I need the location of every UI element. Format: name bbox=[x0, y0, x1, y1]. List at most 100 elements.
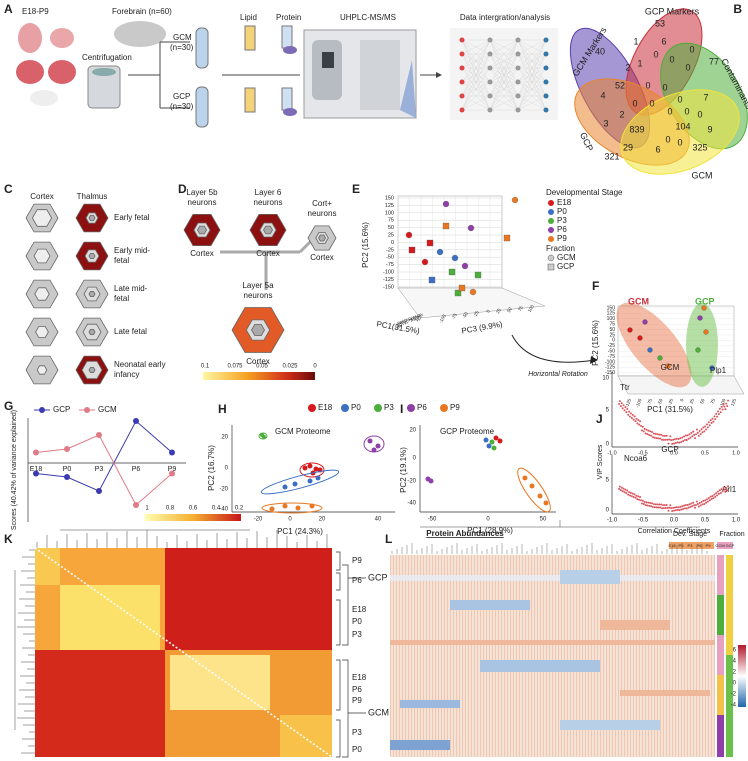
network-edge bbox=[489, 67, 519, 111]
network-node bbox=[543, 37, 549, 43]
vip-point bbox=[674, 442, 677, 445]
label: P0 bbox=[679, 543, 685, 548]
label: 0 bbox=[733, 681, 737, 687]
vip-point bbox=[689, 505, 692, 508]
label: -125 bbox=[605, 365, 615, 371]
series-point bbox=[133, 418, 139, 424]
label: -125 bbox=[393, 320, 402, 331]
scatter-point bbox=[701, 305, 707, 311]
vip-point bbox=[659, 506, 662, 509]
label: PC1 (31.5%) bbox=[647, 405, 693, 414]
vip-point bbox=[631, 492, 634, 495]
series-line bbox=[35, 420, 173, 492]
scatter-point bbox=[543, 500, 549, 506]
scatter-point bbox=[497, 438, 503, 444]
vip-point bbox=[682, 507, 685, 510]
network-node bbox=[543, 93, 549, 99]
label: Layer 5b bbox=[186, 188, 218, 197]
venn-count: 4 bbox=[600, 90, 605, 100]
cluster-ellipse bbox=[261, 502, 323, 514]
vip-point bbox=[712, 497, 715, 500]
network-edge bbox=[461, 53, 491, 111]
label: 75 bbox=[388, 218, 394, 224]
vip-point bbox=[640, 502, 643, 505]
series-point bbox=[96, 488, 102, 494]
venn-count: 321 bbox=[604, 151, 619, 161]
label: 0 bbox=[407, 316, 413, 321]
label: -25 bbox=[403, 317, 411, 326]
venn-count: 0 bbox=[669, 54, 674, 64]
label: Fraction bbox=[719, 531, 744, 538]
label: P9 bbox=[706, 543, 712, 548]
scatter-point bbox=[428, 276, 436, 284]
vip-point bbox=[624, 406, 627, 409]
label: P9 bbox=[450, 403, 460, 412]
venn-count: 0 bbox=[689, 44, 694, 54]
vip-point bbox=[639, 420, 642, 423]
vip-point bbox=[635, 494, 638, 497]
vip-point bbox=[673, 506, 676, 509]
vip-point bbox=[693, 504, 696, 507]
label: 0.0 bbox=[670, 450, 678, 456]
vip-point bbox=[667, 442, 670, 445]
vip-point bbox=[689, 436, 692, 439]
scatter-point bbox=[371, 447, 377, 453]
scatter-point bbox=[511, 196, 519, 204]
label: GCM bbox=[98, 405, 117, 414]
scatter-point bbox=[695, 347, 701, 353]
vip-point bbox=[726, 405, 729, 408]
label: GCM bbox=[692, 170, 713, 180]
vip-point bbox=[654, 432, 657, 435]
label: 40 bbox=[375, 517, 382, 523]
network-edge bbox=[517, 39, 547, 69]
label: Dev. Stage bbox=[673, 531, 707, 538]
label: -20 bbox=[254, 517, 263, 523]
vip-point bbox=[701, 431, 704, 434]
label: neurons bbox=[188, 198, 217, 207]
hexagon bbox=[35, 326, 49, 338]
colorbar bbox=[203, 372, 315, 380]
vip-point bbox=[694, 437, 697, 440]
network-node bbox=[487, 93, 493, 99]
vip-point bbox=[630, 417, 633, 420]
vip-point bbox=[669, 435, 672, 438]
vip-point bbox=[648, 433, 651, 436]
network-node bbox=[515, 51, 521, 57]
vip-point bbox=[641, 499, 644, 502]
network-node bbox=[487, 107, 493, 113]
label: -75 bbox=[399, 319, 407, 328]
series-point bbox=[133, 502, 139, 508]
vip-point bbox=[630, 495, 633, 498]
label: 125 bbox=[730, 398, 737, 407]
label: 5 bbox=[606, 408, 610, 414]
scatter-point bbox=[367, 438, 373, 444]
label: 25 bbox=[388, 232, 394, 238]
scatter-point bbox=[408, 246, 416, 254]
network-node bbox=[459, 65, 465, 71]
vip-point bbox=[717, 410, 719, 413]
label: 1.0 bbox=[732, 518, 741, 524]
scatter-point bbox=[282, 484, 288, 490]
vip-point bbox=[694, 506, 697, 509]
label: PC2 (15.6%) bbox=[591, 320, 600, 366]
legend-marker bbox=[548, 218, 554, 224]
hexagon bbox=[197, 225, 207, 235]
vip-point bbox=[677, 506, 680, 509]
series-point bbox=[33, 449, 39, 456]
label: Layer 5a bbox=[242, 281, 274, 290]
x-tick-label: P9 bbox=[168, 466, 177, 473]
label: -150 bbox=[605, 370, 615, 376]
vip-point bbox=[647, 429, 650, 432]
series-point bbox=[33, 470, 39, 477]
scatter-point bbox=[307, 463, 313, 469]
legend-marker bbox=[548, 236, 554, 242]
network-node bbox=[487, 37, 493, 43]
label: UHPLC-MS/MS bbox=[340, 13, 396, 22]
label: Centrifugation bbox=[82, 53, 132, 62]
vip-point bbox=[711, 417, 714, 420]
network-edge bbox=[489, 53, 519, 111]
scatter-point bbox=[309, 503, 315, 509]
vip-point bbox=[705, 501, 708, 504]
vip-point bbox=[718, 489, 721, 492]
